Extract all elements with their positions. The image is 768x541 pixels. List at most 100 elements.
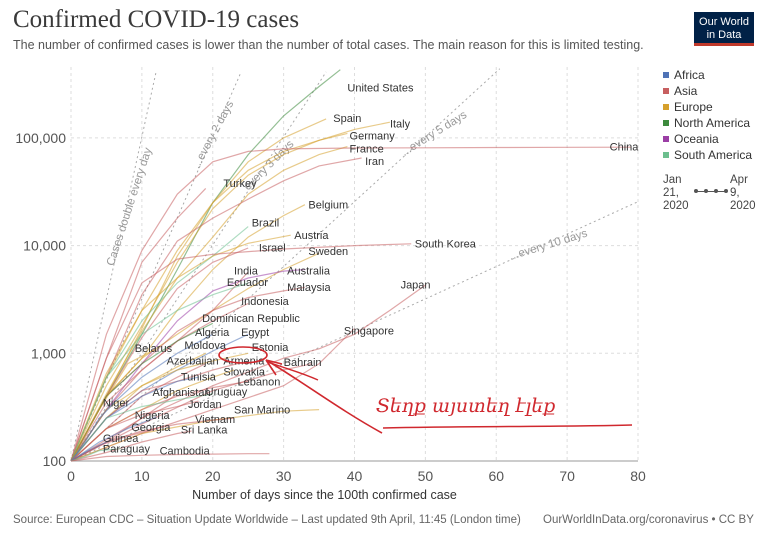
country-line [70, 132, 348, 462]
country-label: Turkey [223, 178, 257, 190]
country-label: China [610, 142, 640, 154]
x-tick-label: 30 [276, 468, 292, 484]
timeline-start-handle[interactable] [694, 189, 698, 193]
country-label: Italy [390, 118, 411, 130]
legend-item[interactable]: Oceania [663, 131, 763, 147]
doubling-reference-line [70, 71, 157, 462]
legend-swatch [663, 136, 669, 142]
country-label: India [234, 265, 259, 277]
country-label: Japan [401, 279, 431, 291]
country-line [70, 393, 213, 462]
our-world-in-data-logo[interactable]: Our World in Data [694, 12, 754, 46]
x-tick-label: 20 [205, 468, 221, 484]
x-tick-label: 40 [347, 468, 363, 484]
timeline-end-label: Apr 9, 2020 [730, 174, 756, 212]
doubling-reference-line [70, 201, 639, 462]
legend-label: North America [674, 116, 751, 130]
y-tick-label: 100 [43, 453, 67, 469]
license-link[interactable]: OurWorldInData.org/coronavirus • CC BY [543, 514, 754, 526]
country-line [70, 416, 157, 462]
x-tick-label: 70 [559, 468, 575, 484]
legend-label: Europe [674, 100, 713, 114]
source-note: Source: European CDC – Situation Update … [13, 514, 521, 526]
chart-subtitle: The number of confirmed cases is lower t… [13, 38, 644, 52]
legend-swatch [663, 152, 669, 158]
country-label: Afghanistan [153, 387, 211, 399]
legend-item[interactable]: Africa [663, 67, 763, 83]
country-line [70, 438, 114, 462]
country-line [70, 243, 412, 462]
handwritten-underline [382, 424, 633, 429]
country-label: Jordan [188, 399, 222, 411]
x-tick-label: 10 [134, 468, 150, 484]
country-line [70, 363, 313, 462]
country-label: Lebanon [238, 377, 281, 389]
y-tick-label: 10,000 [23, 238, 66, 254]
y-tick-label: 1,000 [31, 345, 66, 361]
country-label: Israel [259, 243, 286, 255]
timeline-control[interactable]: Jan 21, 2020 Apr 9, 2020 [663, 174, 758, 214]
timeline-dot [714, 189, 718, 193]
x-tick-label: 50 [418, 468, 434, 484]
country-label: Paraguay [103, 443, 151, 455]
legend-swatch [663, 120, 669, 126]
country-label: Brazil [252, 218, 280, 230]
country-label: Tunisia [181, 371, 217, 383]
country-label: Australia [287, 265, 331, 277]
annotation-arrow-stroke [267, 361, 319, 381]
country-label: Uruguay [206, 387, 248, 399]
country-label: San Marino [234, 405, 290, 417]
chart-title: Confirmed COVID-19 cases [13, 6, 300, 33]
country-label: Spain [333, 113, 361, 125]
country-label: Malaysia [287, 282, 331, 294]
country-label: Cambodia [160, 445, 211, 457]
country-label: United States [347, 82, 414, 94]
timeline-end-handle[interactable] [724, 189, 728, 193]
country-line [70, 448, 121, 462]
country-label: Austria [294, 230, 329, 242]
country-label: Sri Lanka [181, 425, 228, 437]
country-label: Georgia [131, 422, 171, 434]
legend-swatch [663, 104, 669, 110]
country-line [70, 268, 305, 462]
handwritten-text: Տեղք այստեղ էլեք [376, 395, 555, 417]
country-line [70, 157, 362, 462]
country-label: Egypt [241, 327, 269, 339]
legend-item[interactable]: North America [663, 115, 763, 131]
timeline-track[interactable] [694, 189, 728, 193]
country-line [70, 403, 114, 462]
annotation-arrow-line [265, 359, 383, 434]
country-label: Vietnam [195, 414, 235, 426]
annotation-arrow-head [265, 359, 283, 376]
x-tick-label: 60 [488, 468, 504, 484]
y-tick-label: 100,000 [15, 130, 66, 146]
country-label: Belgium [308, 200, 348, 212]
country-line [70, 400, 199, 462]
country-label: Ecuador [227, 277, 268, 289]
country-label: Singapore [344, 325, 394, 337]
country-label: Niger [103, 398, 130, 410]
country-line [70, 430, 192, 462]
legend-label: Asia [674, 84, 698, 98]
logo-line-2: in Data [706, 28, 742, 41]
country-label: Belarus [135, 343, 173, 355]
country-label: Slovakia [223, 367, 265, 379]
country-label: Bahrain [284, 357, 322, 369]
doubling-reference-line [70, 71, 242, 462]
country-line [70, 121, 391, 462]
logo-line-1: Our World [699, 16, 749, 28]
country-label: Guinea [103, 433, 139, 445]
timeline-dot [704, 189, 708, 193]
country-label: France [350, 144, 384, 156]
x-tick-label: 0 [67, 468, 75, 484]
country-line [70, 352, 249, 462]
country-line [70, 302, 249, 462]
country-label: Dominican Republic [202, 313, 300, 325]
region-legend: Africa Asia Europe North America Oceania Sout… [663, 67, 763, 163]
legend-item[interactable]: Asia [663, 83, 763, 99]
x-axis-label: Number of days since the 100th confirmed… [192, 488, 457, 502]
legend-item[interactable]: South America [663, 147, 763, 163]
legend-label: Oceania [674, 132, 719, 146]
legend-item[interactable]: Europe [663, 99, 763, 115]
